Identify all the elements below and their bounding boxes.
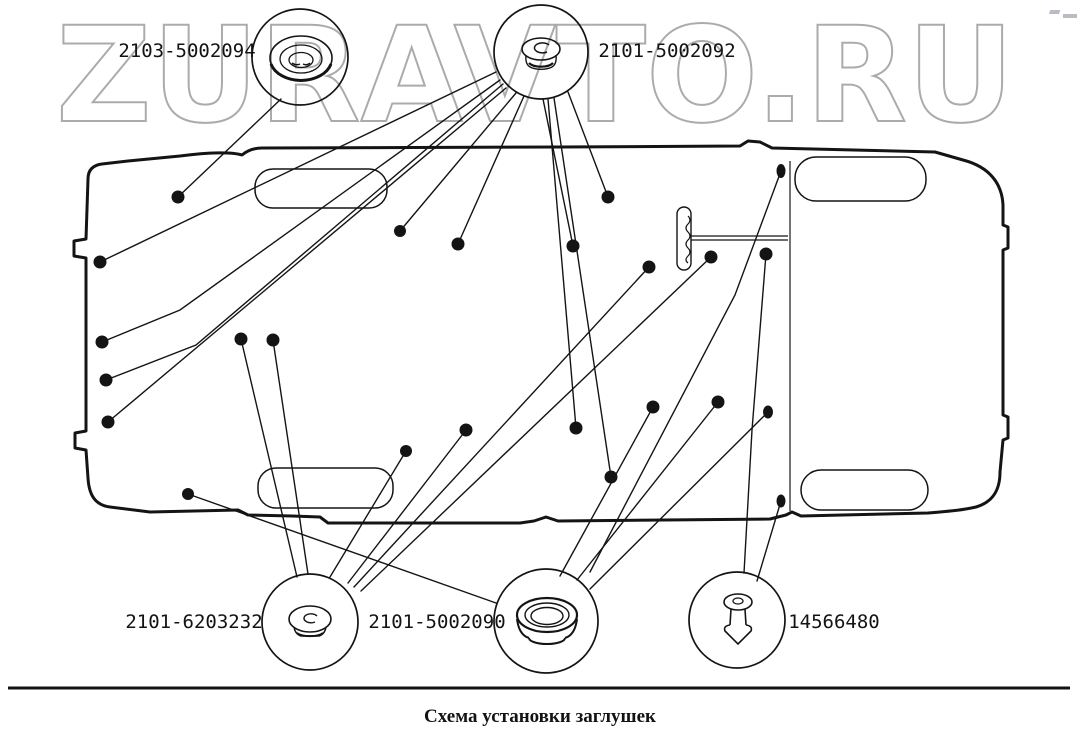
- callout-plug-2103-5002094: 2103-5002094: [118, 8, 349, 106]
- plug-location-dot: [646, 400, 660, 414]
- leader-line: [240, 338, 298, 578]
- leader-line: [177, 98, 282, 198]
- plug-location-dots-layer: [93, 164, 786, 508]
- plug-location-dot: [93, 255, 107, 269]
- callout-circle: [688, 571, 786, 669]
- callout-plug-2101-5002090: 2101-5002090: [368, 568, 599, 674]
- leader-line: [399, 92, 517, 232]
- plug-location-dot: [569, 421, 583, 435]
- callout-circle: [251, 8, 349, 106]
- plug-top-view-icon: [521, 37, 561, 70]
- leader-line: [187, 493, 497, 604]
- leader-line: [589, 170, 782, 573]
- plug-location-dot: [266, 333, 280, 347]
- callout-circle: [493, 568, 599, 674]
- leader-line: [360, 256, 712, 592]
- leader-line: [101, 79, 501, 343]
- part-number-label: 2103-5002094: [118, 40, 255, 62]
- plug-location-dot: [601, 190, 615, 204]
- leader-line: [353, 266, 650, 588]
- callout-clip-14566480: 14566480: [688, 571, 880, 669]
- plug-location-dot: [776, 494, 786, 508]
- leader-line: [107, 87, 507, 423]
- callout-circles: 2103-5002094 2101-5002092 2101-6203232: [118, 4, 880, 674]
- plug-location-dot: [394, 225, 406, 237]
- leader-line: [272, 339, 309, 575]
- leader-line: [105, 83, 504, 381]
- plug-location-dot: [459, 423, 473, 437]
- rear-left-opening: [794, 156, 927, 202]
- leader-line: [559, 406, 654, 577]
- callout-circle: [261, 573, 359, 671]
- watermark-text: ZURAVTO.RU: [56, 0, 1014, 153]
- plug-location-dot: [759, 247, 773, 261]
- leader-line: [576, 401, 719, 581]
- callout-circle: [493, 4, 589, 100]
- plug-location-dot: [171, 190, 185, 204]
- leader-line: [589, 411, 769, 590]
- plug-location-dot: [182, 488, 194, 500]
- leader-line: [457, 95, 525, 245]
- leader-line: [567, 91, 609, 198]
- front-right-opening: [257, 467, 394, 509]
- plug-location-dot: [642, 260, 656, 274]
- plug-location-dot: [704, 250, 718, 264]
- leader-line: [743, 253, 767, 574]
- part-number-label: 14566480: [788, 611, 880, 633]
- grommet-top-view-icon: [269, 35, 333, 82]
- plug-location-dot: [234, 332, 248, 346]
- leader-line: [99, 71, 497, 263]
- part-number-label: 2101-6203232: [125, 611, 262, 633]
- plug-location-dot: [566, 239, 580, 253]
- lever-detail: [676, 206, 788, 271]
- callout-plug-2101-5002092: 2101-5002092: [493, 4, 736, 100]
- part-number-label: 2101-5002090: [368, 611, 505, 633]
- leader-line: [542, 98, 574, 247]
- car-underbody-outline: [72, 139, 1010, 525]
- plug-location-dot: [604, 470, 618, 484]
- rear-right-opening: [800, 469, 929, 511]
- plug-location-dot: [95, 335, 109, 349]
- leader-line: [553, 97, 612, 478]
- push-rivet-icon: [723, 593, 753, 646]
- plug-location-dot: [101, 415, 115, 429]
- leader-lines-layer: [99, 71, 782, 604]
- large-grommet-icon: [515, 596, 579, 645]
- leader-line: [547, 98, 577, 429]
- leader-line: [756, 500, 782, 582]
- leader-line: [329, 450, 407, 578]
- small-plug-icon: [288, 605, 332, 638]
- plug-location-dot: [763, 405, 773, 419]
- plug-location-dot: [776, 164, 786, 178]
- part-number-label: 2101-5002092: [598, 40, 735, 62]
- callout-plug-2101-6203232: 2101-6203232: [125, 573, 359, 671]
- plug-location-dot: [711, 395, 725, 409]
- scan-artifact: [1048, 10, 1077, 18]
- plug-location-dot: [99, 373, 113, 387]
- plug-location-dot: [400, 445, 412, 457]
- floor-openings: [254, 156, 929, 511]
- plug-location-dot: [451, 237, 465, 251]
- diagram-caption: Схема установки заглушек: [424, 706, 656, 727]
